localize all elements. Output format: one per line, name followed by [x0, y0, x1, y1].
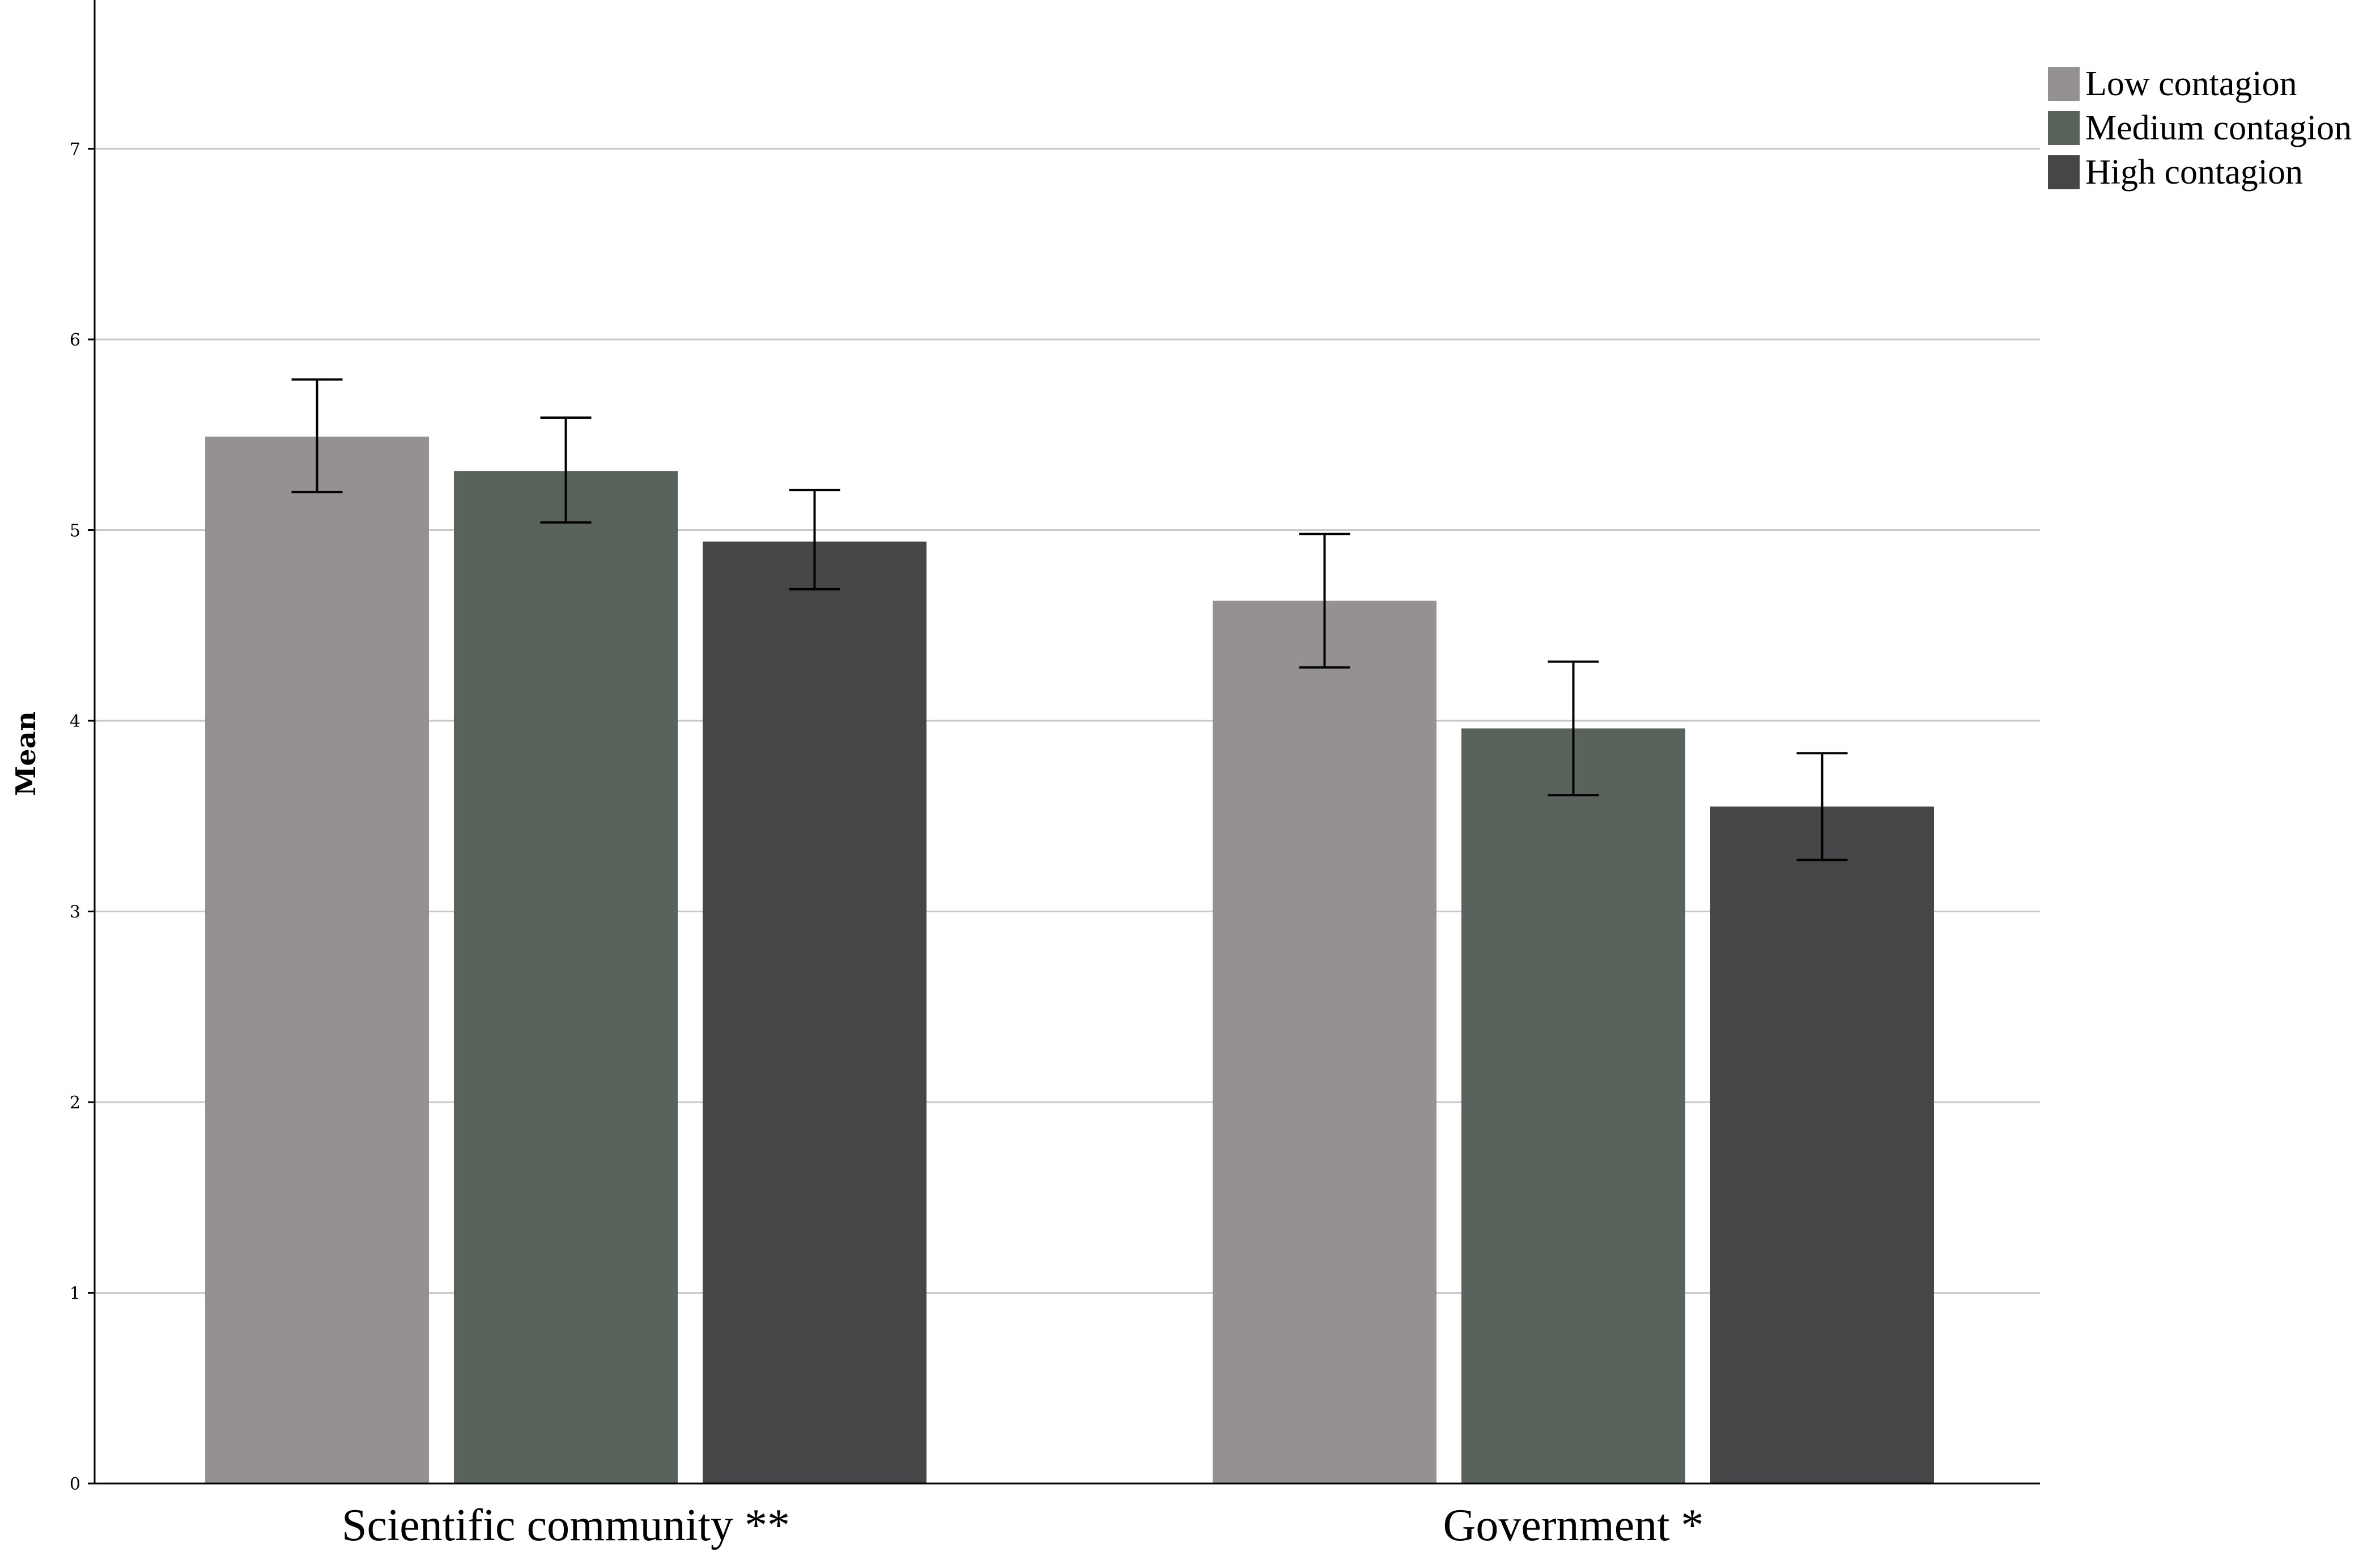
- legend-label: Medium contagion: [2085, 109, 2352, 147]
- y-tick-label: 3: [70, 903, 80, 923]
- y-tick-label: 7: [70, 140, 80, 160]
- axes: [94, 0, 2040, 1485]
- bar: [1710, 806, 1934, 1484]
- y-tick-label: 2: [70, 1093, 80, 1113]
- bar: [1461, 728, 1685, 1484]
- y-tick-label: 1: [70, 1284, 80, 1304]
- y-tick-label: 5: [70, 521, 80, 541]
- y-tick-label: 4: [70, 712, 80, 732]
- legend-swatch: [2048, 111, 2080, 145]
- bar: [1213, 601, 1436, 1484]
- category-labels: Scientific community ** Government *: [342, 1501, 1703, 1550]
- legend-swatch: [2048, 155, 2080, 189]
- error-bars-group: [291, 378, 1848, 861]
- y-tick-labels: 0 1 2 3 4 5 6 7: [70, 140, 80, 1495]
- legend-swatch: [2048, 67, 2080, 101]
- y-tick-label: 0: [70, 1474, 80, 1494]
- bar: [454, 471, 678, 1484]
- legend-label: High contagion: [2085, 153, 2303, 192]
- category-label: Government *: [1443, 1501, 1704, 1550]
- bar: [703, 541, 926, 1484]
- y-axis-title: Mean: [10, 711, 42, 796]
- y-tick-label: 6: [70, 330, 80, 350]
- legend-label: Low contagion: [2085, 65, 2297, 103]
- legend: Low contagion Medium contagion High contag…: [2048, 65, 2352, 192]
- bar: [205, 436, 429, 1484]
- category-label: Scientific community **: [342, 1501, 790, 1550]
- bars-group: [205, 436, 1934, 1484]
